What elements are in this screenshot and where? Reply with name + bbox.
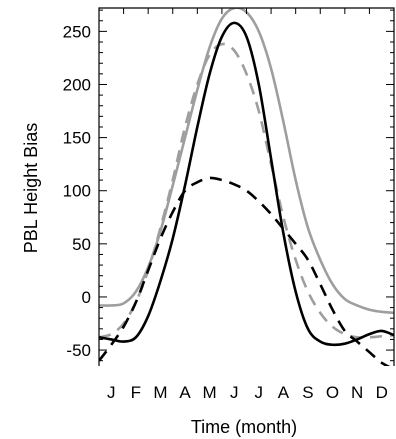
series-line-black-dashed [99,176,391,366]
x-tick-label: J [107,383,116,402]
x-tick-label: O [326,383,339,402]
y-tick-label: 100 [63,182,91,201]
x-tick-label: D [376,383,388,402]
x-tick-label: S [302,383,313,402]
x-tick-label: M [203,383,217,402]
x-tick-label: J [230,383,239,402]
y-tick-label: 250 [63,22,91,41]
x-tick-label: N [351,383,363,402]
x-axis-label: Time (month) [191,417,297,437]
y-tick-label: 50 [72,235,91,254]
x-tick-label: M [153,383,167,402]
series-line-gray-solid [99,8,394,315]
y-tick-label: 200 [63,75,91,94]
series-line-gray-dashed [99,42,394,339]
x-tick-label: J [255,383,264,402]
y-tick-label: 150 [63,129,91,148]
axes-frame [98,7,395,366]
axes-layer [98,7,395,366]
x-tick-label: A [179,383,191,402]
y-tick-labels: -50 0 50 100 150 200 250 [63,22,91,360]
y-tick-label: -50 [66,341,91,360]
x-tick-label: F [131,383,141,402]
y-axis-label: PBL Height Bias [21,123,41,253]
series-line-black-solid [99,21,394,347]
y-tick-label: 0 [82,288,91,307]
x-tick-label: A [278,383,290,402]
series-layer [99,8,394,366]
